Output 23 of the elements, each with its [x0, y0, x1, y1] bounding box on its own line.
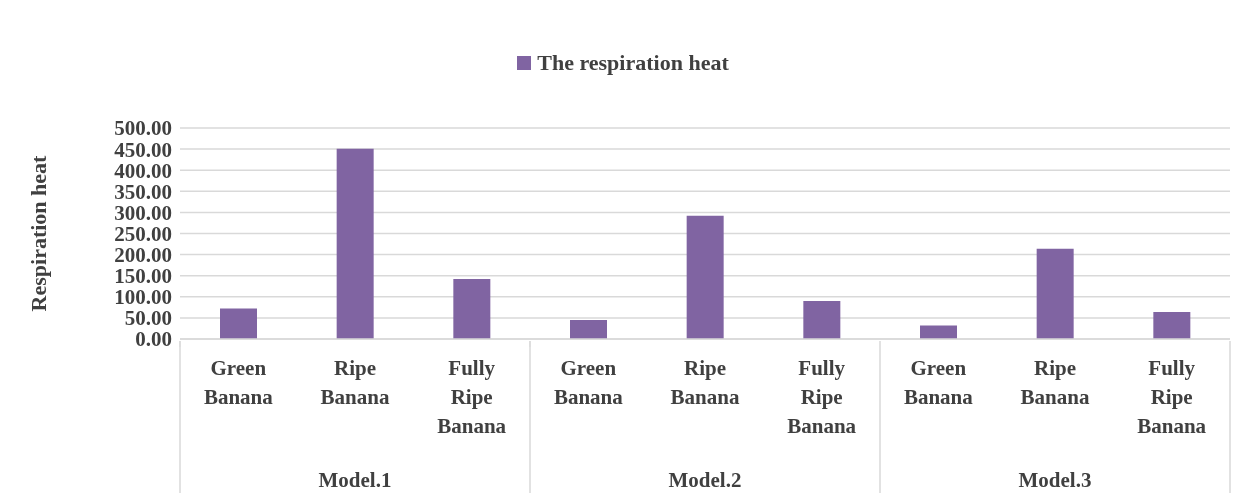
bar — [453, 279, 491, 339]
bar — [336, 148, 374, 339]
bar — [1036, 248, 1074, 339]
bar — [220, 308, 257, 339]
bar — [570, 320, 607, 339]
x-tick-label: Ripe Banana — [670, 356, 740, 409]
x-tick-label: Green Banana — [903, 356, 974, 409]
x-tick-label: Fully Ripe Banana — [1137, 356, 1207, 438]
x-tick-label: Fully Ripe Banana — [787, 356, 857, 438]
bar — [920, 325, 957, 339]
legend-label: The respiration heat — [536, 50, 729, 76]
text: Model.3 — [1018, 468, 1092, 492]
x-tick-label: Green Banana — [553, 356, 624, 409]
bar — [803, 301, 841, 339]
y-axis-title: Respiration heat — [25, 154, 51, 312]
x-tick-label: Fully Ripe Banana — [437, 356, 507, 438]
bar — [1153, 311, 1191, 339]
text: Model.2 — [668, 468, 742, 492]
bar — [686, 215, 724, 339]
x-tick-label: Ripe Banana — [1020, 356, 1090, 409]
x-tick-label: Green Banana — [203, 356, 274, 409]
x-tick-label: Ripe Banana — [320, 356, 390, 409]
text: Model.1 — [318, 468, 392, 492]
